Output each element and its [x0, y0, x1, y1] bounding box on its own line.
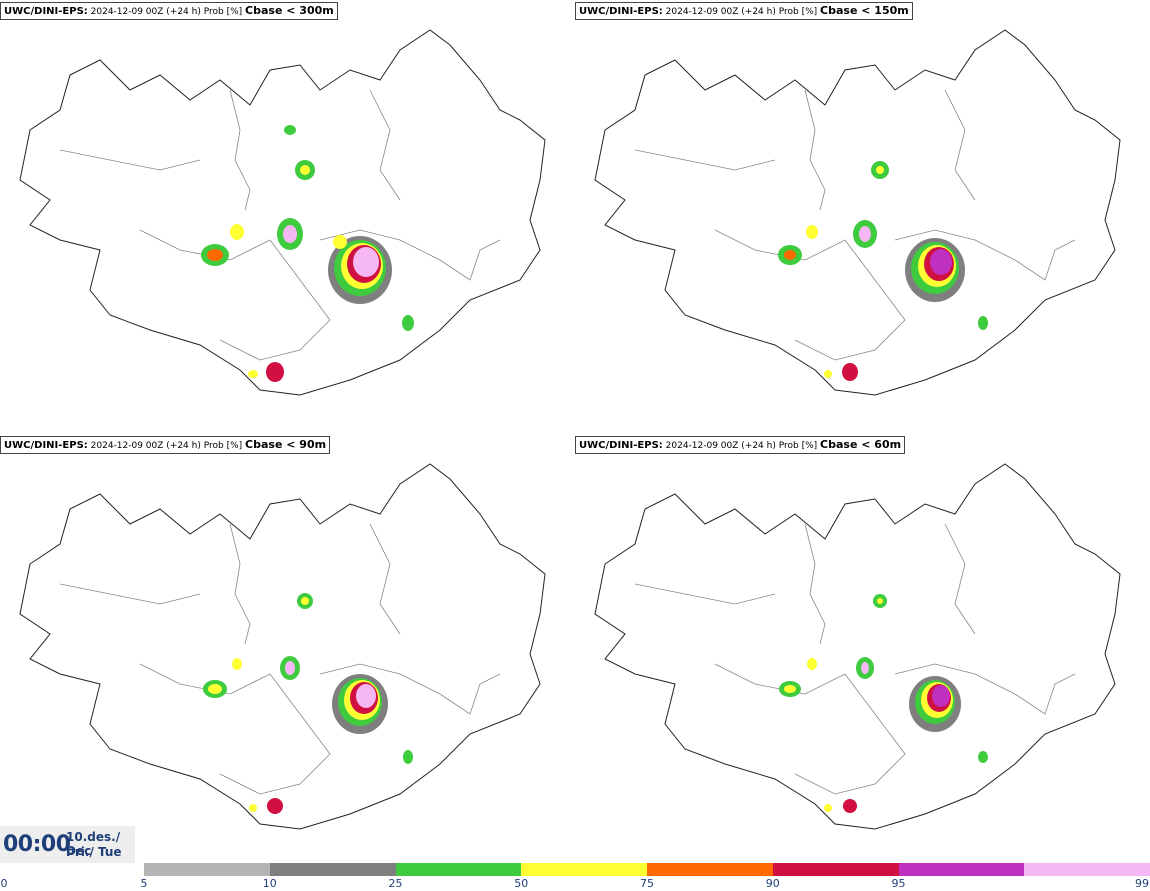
colorbar-segment: [647, 863, 773, 876]
colorbar-segment: [1024, 863, 1150, 876]
colorbar-tick-label: 10: [262, 877, 277, 890]
probability-blobs: [203, 593, 413, 814]
map-panel-300m: UWC/DINI-EPS: 2024-12-09 00Z (+24 h) Pro…: [0, 0, 575, 434]
iceland-map: [594, 29, 1121, 396]
colorbar-tick-label: 25: [388, 877, 403, 890]
source-label: UWC/DINI-EPS:: [4, 6, 88, 17]
colorbar-segment: [269, 863, 396, 876]
colorbar-segment: [772, 863, 899, 876]
map-panel-150m: UWC/DINI-EPS: 2024-12-09 00Z (+24 h) Pro…: [575, 0, 1150, 434]
panel-title: UWC/DINI-EPS: 2024-12-09 00Z (+24 h) Pro…: [575, 2, 913, 20]
colorbar-segment: [395, 863, 522, 876]
iceland-map: [594, 463, 1121, 830]
iceland-map: [19, 29, 546, 396]
iceland-map: [19, 463, 546, 830]
run-info: 2024-12-09 00Z (+24 h) Prob [%]: [665, 441, 818, 451]
variable-label: Cbase < 60m: [820, 438, 902, 451]
valid-time-box: 00:00 10.des./ Dec Þri./ Tue: [0, 826, 135, 863]
probability-colorbar: [144, 863, 1150, 876]
probability-blobs: [779, 594, 988, 813]
probability-blobs: [201, 125, 414, 382]
panel-title: UWC/DINI-EPS: 2024-12-09 00Z (+24 h) Pro…: [0, 2, 338, 20]
colorbar-segment: [144, 863, 270, 876]
colorbar-segment: [521, 863, 647, 876]
colorbar-tick-label: 0: [0, 877, 8, 890]
colorbar-tick-label: 50: [514, 877, 529, 890]
colorbar-segment: [898, 863, 1025, 876]
map-panel-90m: UWC/DINI-EPS: 2024-12-09 00Z (+24 h) Pro…: [0, 434, 575, 868]
valid-date: 10.des./ Dec: [66, 830, 121, 858]
source-label: UWC/DINI-EPS:: [4, 440, 88, 451]
source-label: UWC/DINI-EPS:: [579, 6, 663, 17]
map-panel-60m: UWC/DINI-EPS: 2024-12-09 00Z (+24 h) Pro…: [575, 434, 1150, 868]
source-label: UWC/DINI-EPS:: [579, 440, 663, 451]
colorbar-tick-label: 99: [1135, 877, 1149, 890]
colorbar-tick-label: 90: [765, 877, 780, 890]
valid-weekday: Þri./ Tue: [66, 845, 122, 859]
run-info: 2024-12-09 00Z (+24 h) Prob [%]: [665, 7, 818, 17]
probability-blobs: [778, 161, 988, 381]
variable-label: Cbase < 300m: [245, 4, 334, 17]
variable-label: Cbase < 90m: [245, 438, 327, 451]
colorbar-tick-label: 75: [640, 877, 654, 890]
run-info: 2024-12-09 00Z (+24 h) Prob [%]: [90, 7, 243, 17]
colorbar-tick-label: 95: [891, 877, 906, 890]
run-info: 2024-12-09 00Z (+24 h) Prob [%]: [90, 441, 243, 451]
variable-label: Cbase < 150m: [820, 4, 909, 17]
panel-title: UWC/DINI-EPS: 2024-12-09 00Z (+24 h) Pro…: [575, 436, 906, 454]
colorbar-tick-label: 5: [140, 877, 148, 890]
valid-time: 00:00: [3, 832, 71, 857]
panel-title: UWC/DINI-EPS: 2024-12-09 00Z (+24 h) Pro…: [0, 436, 331, 454]
